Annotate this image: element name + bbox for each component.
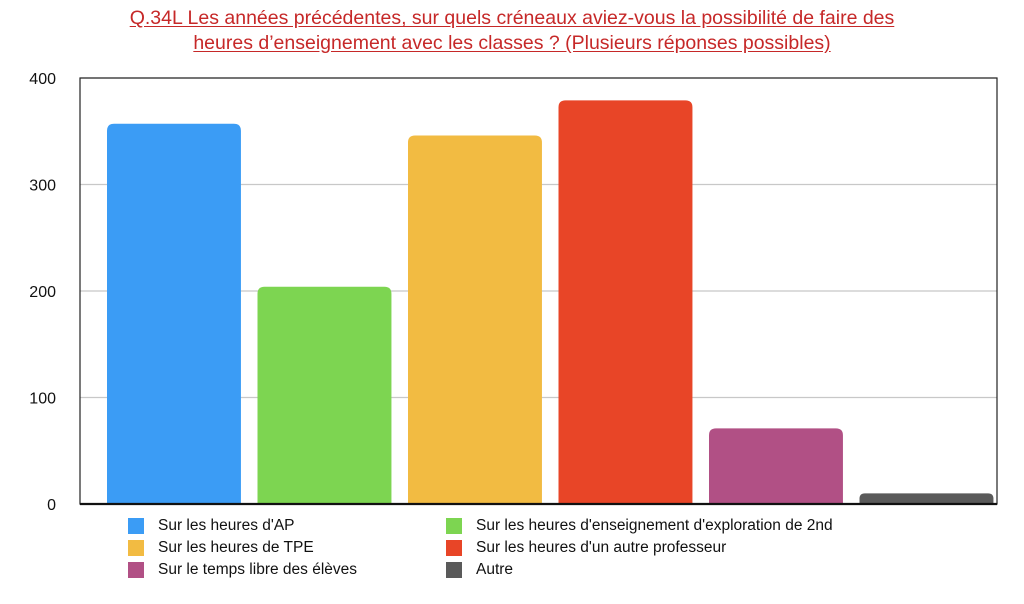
- legend-item: Sur les heures de TPE: [128, 537, 446, 558]
- legend-swatch: [128, 561, 144, 578]
- bar-5: [709, 428, 843, 504]
- y-tick-label: 400: [29, 71, 56, 88]
- legend-label: Sur les heures d'un autre professeur: [476, 539, 727, 556]
- chart-title-line-2: heures d’enseignement avec les classes ?…: [193, 32, 831, 54]
- bar-3: [408, 135, 542, 504]
- legend-item: Sur les heures d'un autre professeur: [446, 537, 966, 558]
- y-tick-label: 300: [29, 178, 56, 195]
- legend-swatch: [128, 539, 144, 556]
- legend-item: Sur le temps libre des élèves: [128, 559, 446, 580]
- y-tick-label: 100: [29, 391, 56, 408]
- bar-4: [558, 100, 693, 505]
- legend-label: Sur les heures d'AP: [158, 517, 295, 534]
- legend-label: Sur les heures d'enseignement d'explorat…: [476, 517, 833, 534]
- y-tick-label: 0: [47, 497, 56, 514]
- bars: [107, 100, 994, 505]
- legend-label: Sur les heures de TPE: [158, 539, 314, 556]
- chart-title: Q.34L Les années précédentes, sur quels …: [0, 6, 1024, 56]
- legend-swatch: [446, 517, 462, 534]
- legend: Sur les heures d'AP Sur les heures d'ense…: [128, 515, 1008, 580]
- y-tick-labels: 0 100 200 300 400: [29, 71, 56, 514]
- bar-1: [107, 123, 241, 505]
- y-tick-label: 200: [29, 284, 56, 301]
- legend-item: Sur les heures d'enseignement d'explorat…: [446, 515, 966, 536]
- bar-2: [257, 286, 392, 504]
- legend-swatch: [446, 539, 462, 556]
- bar-6: [859, 493, 994, 504]
- legend-label: Sur le temps libre des élèves: [158, 561, 358, 578]
- axes: [79, 77, 998, 506]
- legend-swatch: [446, 561, 462, 578]
- chart-title-line-1: Q.34L Les années précédentes, sur quels …: [129, 7, 895, 29]
- legend-swatch: [128, 517, 144, 534]
- legend-item: Sur les heures d'AP: [128, 515, 446, 536]
- legend-item: Autre: [446, 559, 966, 580]
- legend-label: Autre: [476, 561, 514, 578]
